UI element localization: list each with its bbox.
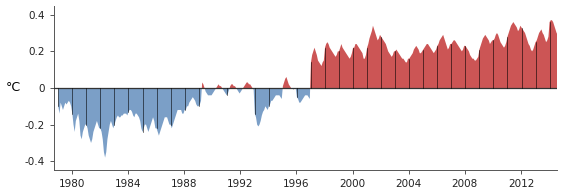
Y-axis label: °C: °C	[6, 82, 21, 95]
